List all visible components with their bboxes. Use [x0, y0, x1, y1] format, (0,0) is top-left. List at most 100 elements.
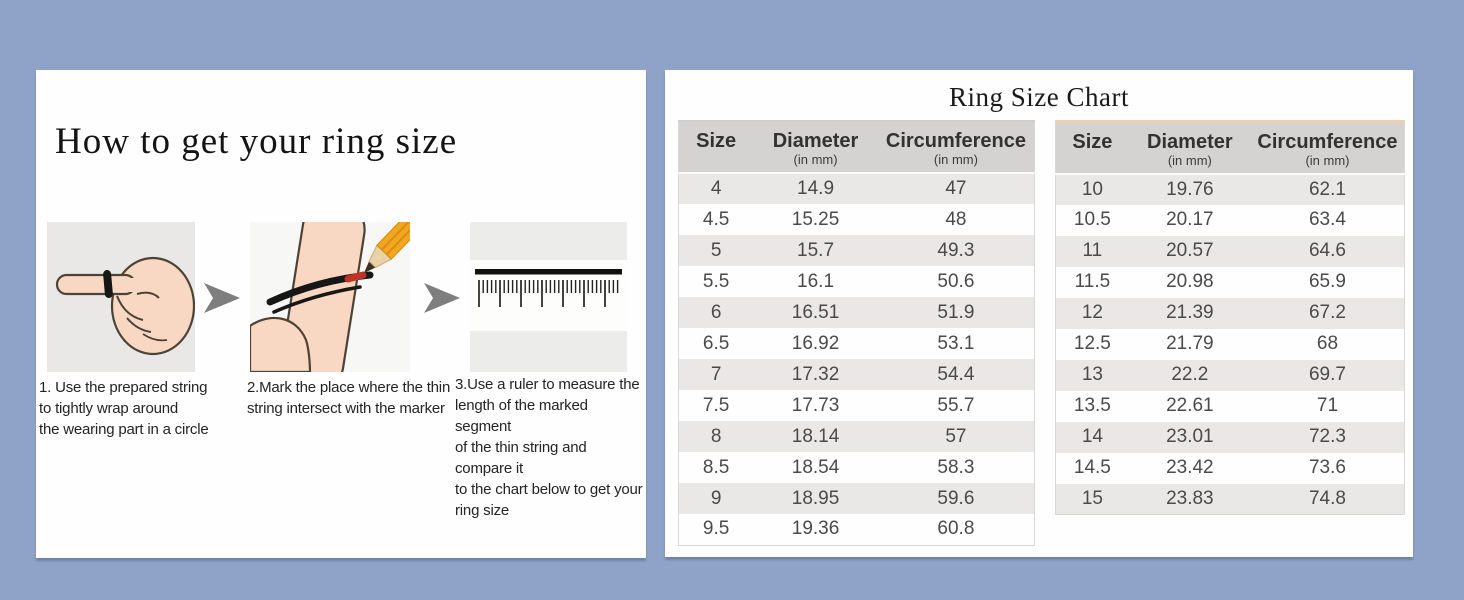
arrow-right-icon: [423, 282, 461, 314]
column-header: Diameter (in mm): [1128, 121, 1251, 175]
size-cell: 15.7: [797, 239, 835, 261]
size-cell: 12: [1081, 302, 1103, 323]
arrow-right-icon: [203, 282, 241, 314]
size-cell: 62.1: [1308, 178, 1346, 200]
size-cell: 54.4: [937, 363, 975, 385]
size-cell: 5.5: [702, 270, 730, 292]
size-cell: 9.5: [702, 518, 730, 540]
size-cell: 7.5: [702, 394, 730, 416]
size-cell: 15.25: [791, 208, 840, 230]
size-cell: 8.5: [702, 456, 730, 478]
size-row: 7 17.32 54.4: [678, 359, 1035, 390]
table-header-row: Size Diameter (in mm) Circumference (in mm): [678, 121, 1035, 174]
size-cell: 74.8: [1308, 487, 1346, 509]
size-cell: 21.79: [1166, 333, 1214, 354]
size-cell: 53.1: [937, 332, 975, 354]
hand-with-string-icon: [47, 222, 195, 372]
column-header: Circumference (in mm): [877, 121, 1035, 174]
size-row: 11.5 20.98 65.9: [1056, 267, 1405, 298]
size-cell: 20.98: [1166, 271, 1214, 292]
size-cell: 73.6: [1308, 457, 1346, 478]
size-cell: 14.5: [1073, 457, 1111, 478]
size-row: 8 18.14 57: [678, 421, 1035, 452]
size-cell: 21.39: [1166, 302, 1214, 323]
size-cell: 22.61: [1166, 395, 1214, 416]
column-header: Size: [1055, 121, 1129, 175]
size-row: 12.5 21.79 68: [1056, 329, 1405, 360]
size-cell: 6: [710, 301, 722, 323]
size-cell: 6.5: [702, 332, 730, 354]
how-to-panel: How to get your ring size: [36, 70, 646, 558]
size-row: 9.5 19.36 60.8: [679, 514, 1035, 545]
size-row: 10.5 20.17 63.4: [1056, 205, 1405, 236]
size-cell: 17.32: [791, 363, 840, 385]
size-cell: 23.01: [1166, 426, 1214, 447]
size-cell: 65.9: [1308, 271, 1346, 292]
how-to-title: How to get your ring size: [55, 121, 458, 162]
size-cell: 10: [1081, 178, 1103, 200]
size-row: 9 18.95 59.6: [678, 483, 1035, 514]
step-1-text: 1. Use the prepared string to tightly wr…: [39, 379, 209, 438]
column-header: Circumference (in mm): [1250, 121, 1405, 175]
ruler-illustration: [470, 222, 627, 372]
size-cell: 67.2: [1308, 302, 1346, 323]
size-cell: 7: [710, 363, 722, 385]
size-cell: 49.3: [937, 239, 975, 261]
step-3-text: 3.Use a ruler to measure the length of t…: [455, 376, 643, 519]
column-header: Diameter (in mm): [753, 121, 878, 174]
pencil-icon: [364, 222, 410, 273]
size-cell: 18.95: [791, 487, 840, 509]
hand-with-string-illustration: [47, 222, 195, 372]
size-cell: 20.57: [1166, 240, 1214, 261]
size-cell: 19.76: [1166, 178, 1214, 200]
size-cell: 9: [710, 487, 722, 509]
size-row: 4.5 15.25 48: [679, 204, 1035, 235]
size-cell: 4: [710, 178, 722, 199]
size-cell: 17.73: [791, 394, 840, 416]
size-cell: 64.6: [1308, 240, 1346, 261]
size-row: 14.5 23.42 73.6: [1056, 453, 1405, 484]
size-cell: 11.5: [1074, 271, 1111, 292]
size-cell: 51.9: [937, 301, 975, 323]
size-cell: 72.3: [1308, 426, 1346, 447]
size-cell: 69.7: [1308, 364, 1346, 385]
size-cell: 16.51: [791, 301, 840, 323]
size-cell: 23.83: [1166, 487, 1214, 509]
size-cell: 18.14: [791, 425, 840, 447]
red-mark: [344, 271, 367, 283]
size-cell: 14.9: [797, 178, 835, 199]
column-header: Size: [678, 121, 754, 174]
size-row: 7.5 17.73 55.7: [679, 390, 1035, 421]
size-cell: 18.54: [791, 456, 840, 478]
size-cell: 4.5: [702, 208, 730, 230]
size-row: 5 15.7 49.3: [678, 235, 1035, 266]
size-cell: 13: [1081, 364, 1103, 385]
ruler-ticks: [478, 280, 621, 332]
mark-string-illustration: [250, 222, 410, 372]
size-cell: 23.42: [1166, 457, 1214, 478]
size-cell: 68: [1316, 333, 1339, 354]
size-cell: 19.36: [791, 518, 840, 540]
size-row: 4 14.9 47: [678, 173, 1035, 204]
size-cell: 59.6: [937, 487, 975, 509]
size-cell: 47: [945, 178, 967, 199]
table-header-row: Size Diameter (in mm) Circumference (in mm): [1055, 121, 1405, 175]
size-cell: 50.6: [937, 270, 975, 292]
size-row: 12 21.39 67.2: [1055, 297, 1405, 329]
size-cell: 57: [945, 425, 967, 447]
size-row: 5.5 16.1 50.6: [679, 266, 1035, 297]
size-cell: 48: [945, 208, 967, 230]
size-row: 15 23.83 74.8: [1055, 483, 1405, 515]
size-row: 10 19.76 62.1: [1055, 173, 1405, 205]
size-chart-panel: Ring Size Chart Size Diameter (in mm) Circu…: [665, 70, 1413, 557]
size-cell: 16.1: [797, 270, 835, 292]
size-cell: 71: [1316, 395, 1339, 416]
size-cell: 12.5: [1073, 333, 1111, 354]
ring-size-table-small-sizes: Size Diameter (in mm) Circumference (in mm) 4…: [678, 120, 1035, 546]
size-cell: 13.5: [1073, 395, 1111, 416]
size-row: 13.5 22.61 71: [1056, 391, 1405, 422]
size-cell: 20.17: [1166, 209, 1214, 230]
size-cell: 5: [710, 239, 722, 261]
size-cell: 14: [1081, 426, 1103, 447]
marked-string-line: [475, 269, 622, 275]
